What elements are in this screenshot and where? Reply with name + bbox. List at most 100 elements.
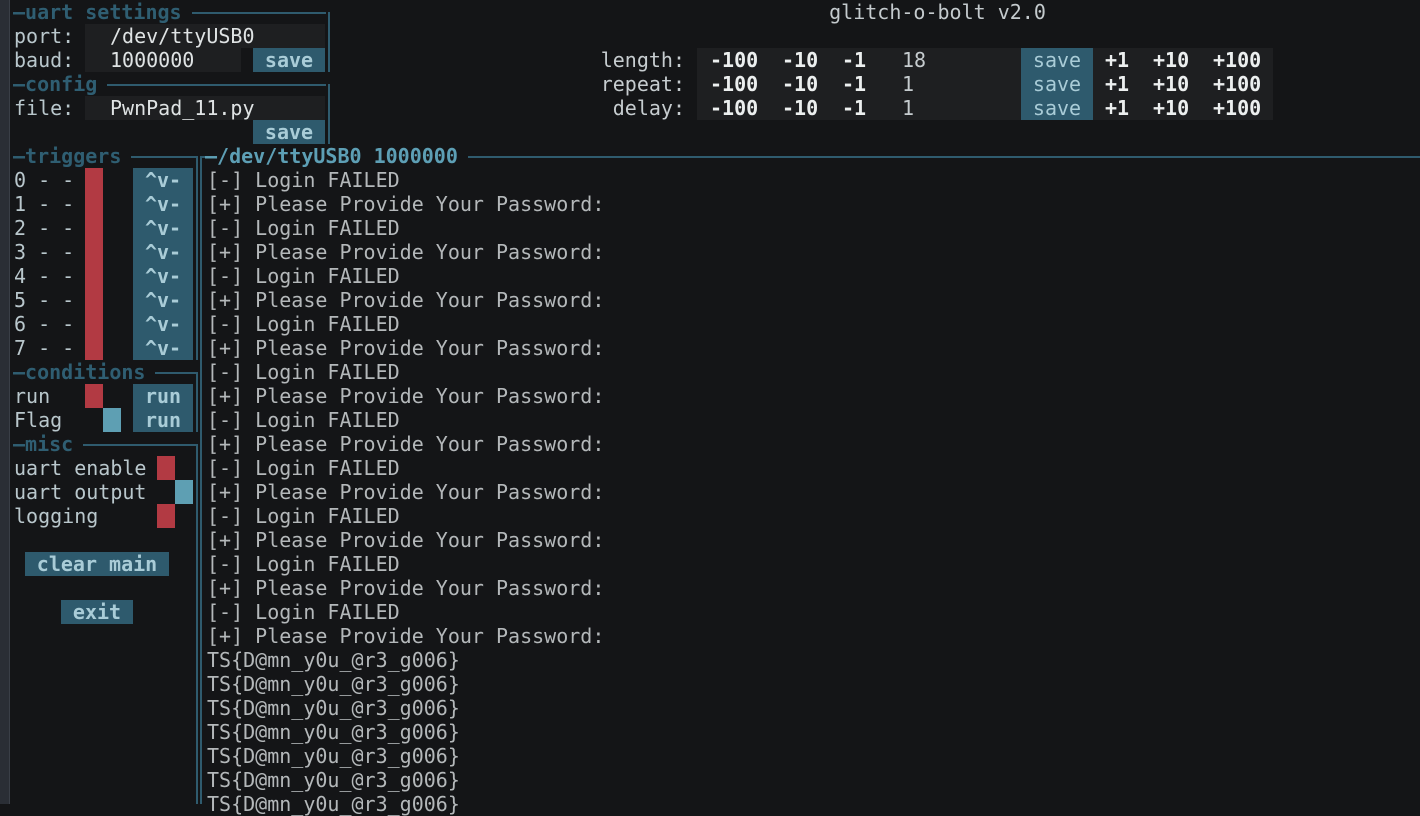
- decrement-button[interactable]: -100: [710, 48, 759, 72]
- increment-button[interactable]: +10: [1153, 96, 1190, 120]
- trigger-edge-button[interactable]: ^v-: [133, 264, 193, 288]
- log-line: TS{D@mn_y0u_@r3_g006}: [207, 672, 460, 696]
- clear-main-button[interactable]: clear main: [25, 552, 169, 576]
- trigger-state-toggle[interactable]: [85, 240, 103, 264]
- adjacent-window-edge: [0, 0, 10, 804]
- config-title: config: [13, 72, 108, 96]
- log-title: /dev/ttyUSB0 1000000: [205, 144, 468, 168]
- exit-button[interactable]: exit: [61, 600, 133, 624]
- param-save-button[interactable]: save: [1021, 96, 1093, 120]
- decrement-button[interactable]: -10: [782, 72, 819, 96]
- conditions-border-right: [196, 372, 198, 432]
- file-input[interactable]: PwnPad_11.py: [85, 96, 325, 120]
- log-line: TS{D@mn_y0u_@r3_g006}: [207, 720, 460, 744]
- trigger-state-toggle[interactable]: [85, 312, 103, 336]
- log-line: TS{D@mn_y0u_@r3_g006}: [207, 648, 460, 672]
- log-line: [+] Please Provide Your Password:: [207, 576, 605, 600]
- decrement-button[interactable]: -100: [710, 72, 759, 96]
- condition-run-button[interactable]: run: [133, 384, 193, 408]
- trigger-label: 5 - -: [14, 288, 75, 312]
- decrement-button[interactable]: -1: [842, 72, 867, 96]
- port-value: /dev/ttyUSB0: [110, 24, 255, 48]
- log-line: [-] Login FAILED: [207, 264, 400, 288]
- log-line: [-] Login FAILED: [207, 456, 400, 480]
- condition-run-button[interactable]: run: [133, 408, 193, 432]
- trigger-state-toggle[interactable]: [85, 264, 103, 288]
- log-line: [-] Login FAILED: [207, 552, 400, 576]
- trigger-edge-button[interactable]: ^v-: [133, 168, 193, 192]
- port-label: port:: [14, 24, 75, 48]
- baud-input[interactable]: 1000000: [85, 48, 241, 72]
- increment-button[interactable]: +1: [1105, 96, 1130, 120]
- trigger-edge-button[interactable]: ^v-: [133, 240, 193, 264]
- log-line: [+] Please Provide Your Password:: [207, 336, 605, 360]
- param-label-1: repeat:: [600, 72, 685, 96]
- trigger-edge-button[interactable]: ^v-: [133, 312, 193, 336]
- baud-label: baud:: [14, 48, 75, 72]
- increment-button[interactable]: +100: [1213, 72, 1262, 96]
- increment-button[interactable]: +1: [1105, 48, 1130, 72]
- port-input[interactable]: /dev/ttyUSB0: [85, 24, 325, 48]
- misc-toggle[interactable]: [175, 480, 193, 504]
- log-line: TS{D@mn_y0u_@r3_g006}: [207, 768, 460, 792]
- log-line: [-] Login FAILED: [207, 312, 400, 336]
- trigger-state-toggle[interactable]: [85, 192, 103, 216]
- decrement-button[interactable]: -10: [782, 48, 819, 72]
- trigger-edge-button[interactable]: ^v-: [133, 288, 193, 312]
- log-line: [+] Please Provide Your Password:: [207, 624, 605, 648]
- log-line: [+] Please Provide Your Password:: [207, 240, 605, 264]
- condition-label: run: [14, 384, 51, 408]
- increment-button[interactable]: +10: [1153, 72, 1190, 96]
- file-value: PwnPad_11.py: [110, 96, 255, 120]
- misc-border: [14, 444, 196, 446]
- decrement-button[interactable]: -100: [710, 96, 759, 120]
- params-panel: [697, 48, 1273, 120]
- decrement-button[interactable]: -1: [842, 48, 867, 72]
- trigger-label: 3 - -: [14, 240, 75, 264]
- trigger-state-toggle[interactable]: [85, 168, 103, 192]
- trigger-edge-button[interactable]: ^v-: [133, 336, 193, 360]
- param-save-button[interactable]: save: [1021, 48, 1093, 72]
- decrement-button[interactable]: -10: [782, 96, 819, 120]
- log-line: [+] Please Provide Your Password:: [207, 384, 605, 408]
- param-save-button[interactable]: save: [1021, 72, 1093, 96]
- misc-label: uart output: [14, 480, 147, 504]
- param-label-2: delay:: [612, 96, 685, 120]
- log-line: [+] Please Provide Your Password:: [207, 288, 605, 312]
- uart-settings-title: uart settings: [13, 0, 192, 24]
- uart-save-button[interactable]: save: [253, 48, 325, 72]
- trigger-state-toggle[interactable]: [85, 288, 103, 312]
- trigger-label: 4 - -: [14, 264, 75, 288]
- log-line: [-] Login FAILED: [207, 216, 400, 240]
- param-value-2: 1: [902, 96, 915, 120]
- condition-toggle[interactable]: [85, 384, 103, 408]
- misc-title: misc: [13, 432, 84, 456]
- trigger-state-toggle[interactable]: [85, 216, 103, 240]
- trigger-edge-button[interactable]: ^v-: [133, 216, 193, 240]
- log-border: [200, 156, 1420, 158]
- config-save-button[interactable]: save: [253, 120, 325, 144]
- condition-toggle[interactable]: [103, 408, 121, 432]
- baud-value: 1000000: [110, 48, 195, 72]
- trigger-state-toggle[interactable]: [85, 336, 103, 360]
- log-line: TS{D@mn_y0u_@r3_g006}: [207, 792, 460, 816]
- trigger-edge-button[interactable]: ^v-: [133, 192, 193, 216]
- misc-toggle[interactable]: [157, 504, 175, 528]
- log-line: [-] Login FAILED: [207, 168, 400, 192]
- log-line: TS{D@mn_y0u_@r3_g006}: [207, 696, 460, 720]
- increment-button[interactable]: +10: [1153, 48, 1190, 72]
- increment-button[interactable]: +100: [1213, 48, 1262, 72]
- misc-border-right: [196, 444, 198, 804]
- triggers-border-right: [196, 156, 198, 360]
- log-line: [+] Please Provide Your Password:: [207, 480, 605, 504]
- config-border-right: [328, 84, 330, 144]
- log-line: [-] Login FAILED: [207, 408, 400, 432]
- misc-toggle[interactable]: [157, 456, 175, 480]
- trigger-label: 2 - -: [14, 216, 75, 240]
- log-line: [+] Please Provide Your Password:: [207, 528, 605, 552]
- increment-button[interactable]: +100: [1213, 96, 1262, 120]
- log-line: [+] Please Provide Your Password:: [207, 432, 605, 456]
- decrement-button[interactable]: -1: [842, 96, 867, 120]
- trigger-label: 7 - -: [14, 336, 75, 360]
- increment-button[interactable]: +1: [1105, 72, 1130, 96]
